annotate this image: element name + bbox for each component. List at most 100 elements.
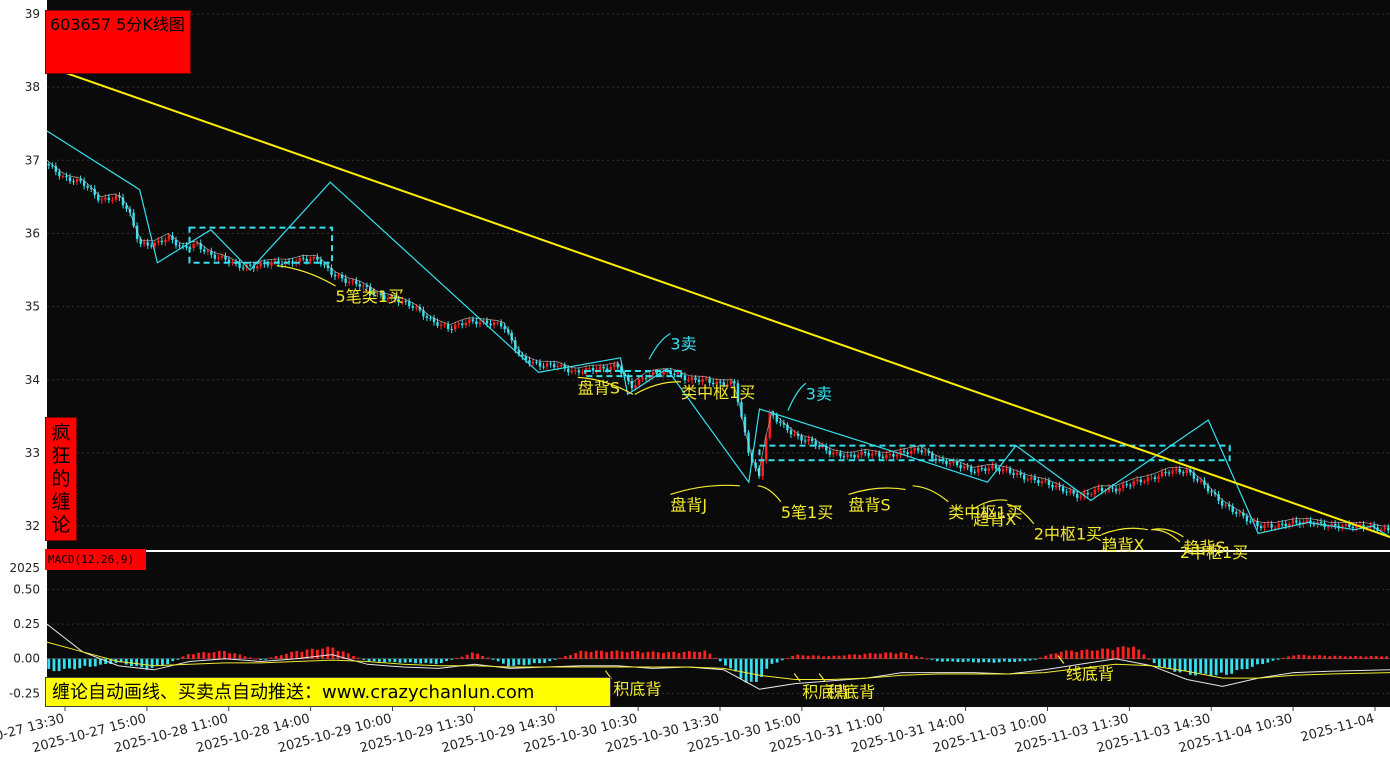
macd-histogram-bar: [600, 650, 603, 659]
candle-body: [1326, 526, 1330, 528]
candle-body: [298, 257, 301, 262]
macd-histogram-bar: [104, 658, 108, 665]
candle-body: [450, 328, 453, 330]
candle-body: [630, 381, 634, 389]
pivot-zone: [188, 226, 333, 264]
macd-histogram-bar: [481, 656, 485, 659]
candle-body: [920, 450, 923, 453]
annotation-arrow: [1101, 527, 1148, 536]
price-axis-tick: 37: [25, 153, 40, 167]
macd-histogram-bar: [491, 658, 495, 660]
promo-banner[interactable]: 缠论自动画线、买卖点自动推送：www.crazychanlun.com: [45, 677, 611, 707]
macd-histogram-bar: [930, 658, 934, 660]
macd-histogram-bar: [786, 658, 789, 660]
macd-histogram-bar: [894, 653, 898, 659]
macd-histogram-bar: [992, 658, 996, 663]
macd-axis-top-tick: 2025: [9, 561, 40, 575]
candle-body: [178, 245, 181, 247]
candle-body: [157, 240, 160, 243]
candle-body: [605, 368, 609, 371]
macd-histogram-bar: [362, 658, 366, 660]
candle-body: [761, 460, 764, 477]
macd-histogram-bar: [1271, 658, 1275, 661]
macd-histogram-bar: [73, 658, 77, 670]
candle-body: [1266, 524, 1270, 526]
candle-body: [598, 366, 602, 370]
candle-body: [1146, 477, 1150, 482]
macd-histogram-bar: [1194, 658, 1197, 676]
macd-histogram-bar: [904, 653, 908, 659]
signal-annotation: 类中枢1买: [681, 383, 755, 402]
macd-histogram-bar: [486, 657, 490, 659]
macd-histogram-bar: [610, 651, 614, 659]
macd-histogram-bar: [331, 647, 335, 659]
macd-histogram-bar: [884, 652, 887, 659]
macd-histogram-bar: [192, 654, 195, 659]
candle-body: [931, 453, 934, 459]
macd-histogram-bar: [321, 648, 324, 659]
candle-body: [613, 363, 616, 367]
macd-histogram-bar: [186, 654, 190, 659]
macd-histogram-bar: [1111, 650, 1115, 659]
macd-histogram-bar: [1008, 658, 1011, 662]
macd-histogram-bar: [1364, 656, 1368, 659]
candle-body: [987, 468, 991, 471]
candle-body: [888, 454, 892, 456]
macd-histogram-bar: [935, 658, 939, 662]
macd-histogram-bar: [78, 658, 82, 669]
candle-body: [867, 453, 870, 456]
candle-body: [107, 197, 111, 201]
candle-body: [224, 256, 227, 260]
macd-histogram-bar: [641, 652, 645, 659]
candle-body: [1015, 472, 1019, 475]
candle-body: [676, 372, 680, 375]
candle-body: [959, 465, 962, 469]
candle-body: [167, 235, 171, 240]
macd-histogram-bar: [336, 651, 340, 659]
candle-body: [150, 245, 153, 247]
candle-body: [485, 320, 489, 324]
macd-histogram-bar: [119, 658, 123, 663]
macd-histogram-bar: [977, 658, 980, 663]
macd-histogram-bar: [563, 656, 567, 659]
candle-body: [980, 468, 983, 470]
macd-histogram-bar: [791, 655, 794, 659]
macd-histogram-bar: [915, 656, 918, 659]
candle-body: [256, 266, 259, 269]
macd-histogram-bar: [419, 658, 423, 664]
candle-body: [408, 301, 411, 306]
candle-body: [895, 454, 899, 457]
candle-body: [1284, 523, 1287, 527]
candle-body: [439, 324, 443, 326]
candle-body: [1185, 469, 1188, 473]
candle-body: [871, 453, 874, 456]
macd-histogram-bar: [52, 658, 56, 672]
candle-body: [1277, 523, 1280, 528]
candle-body: [429, 317, 432, 319]
candle-body: [913, 448, 916, 451]
kline-panel: [47, 0, 1390, 550]
annotation-arrow: [577, 376, 634, 395]
price-axis-tick: 32: [25, 519, 40, 533]
macd-histogram-bar: [207, 652, 211, 659]
signal-annotation: 盘背J: [670, 495, 707, 514]
candle-body: [1058, 485, 1061, 487]
macd-histogram-bar: [910, 654, 913, 659]
candle-body: [482, 320, 485, 323]
candle-body: [376, 293, 379, 295]
candle-body: [927, 451, 930, 454]
macd-histogram-bar: [682, 651, 686, 659]
candle-body: [962, 466, 966, 469]
candle-body: [312, 256, 316, 259]
candle-body: [1054, 485, 1058, 488]
candle-body: [514, 340, 517, 350]
macd-histogram-bar: [259, 658, 262, 660]
candle-body: [945, 460, 948, 465]
candle-body: [1379, 529, 1383, 531]
macd-histogram-bar: [873, 653, 877, 659]
candle-body: [280, 263, 284, 265]
candle-body: [1348, 523, 1351, 527]
candle-body: [287, 261, 291, 263]
candle-body: [552, 364, 556, 368]
candle-body: [1252, 521, 1256, 523]
